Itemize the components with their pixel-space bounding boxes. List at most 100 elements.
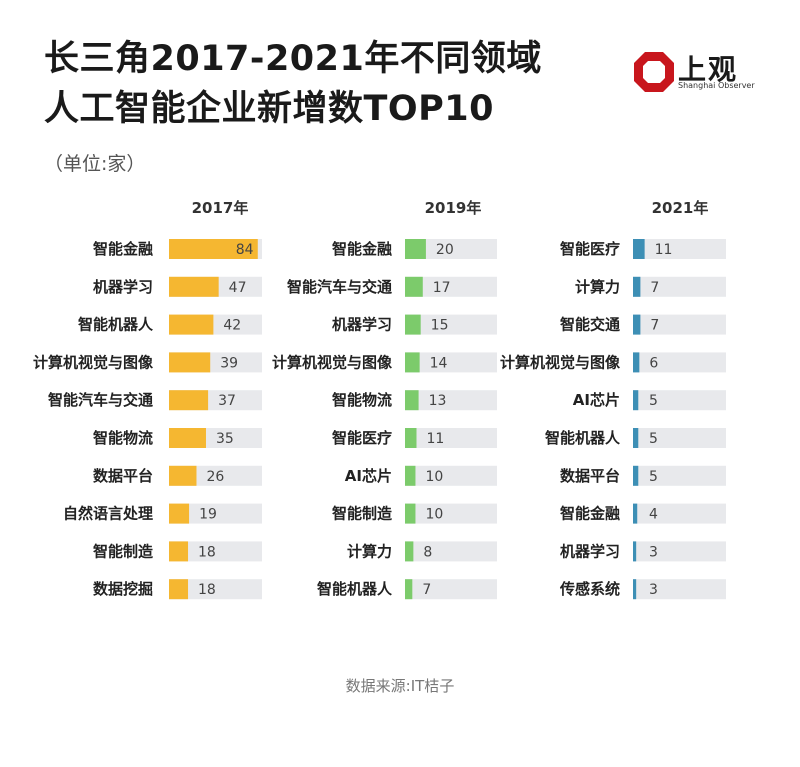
logo-name: 上观 [678,53,739,86]
bar [169,239,258,259]
bar [405,314,421,335]
bar [169,465,197,486]
category-label: 智能机器人 [78,316,154,334]
category-label: 智能金融 [560,505,620,523]
category-label: 计算机视觉与图像 [500,353,621,371]
bar [405,390,419,411]
value-label: 7 [650,318,659,334]
bar [169,390,209,411]
category-label: 智能金融 [332,240,392,258]
title-line-1: 长三角2017-2021年不同领域 [44,39,542,79]
bar-track [633,503,726,524]
value-label: 8 [423,544,432,560]
value-label: 6 [649,355,658,371]
category-label: 数据平台 [560,467,620,485]
category-label: 智能机器人 [317,580,393,598]
value-label: 18 [198,582,216,598]
bar [633,428,639,448]
bar [405,352,420,373]
bar [169,541,189,562]
bar-track [169,503,262,524]
value-label: 35 [216,431,234,447]
value-label: 26 [206,469,224,485]
value-label: 10 [425,507,443,523]
panel-title-2019: 2019年 [425,199,482,217]
category-label: AI芯片 [345,467,392,485]
bar [633,352,640,373]
bar-track [405,390,497,411]
bar-track [405,428,497,448]
bar-track [633,579,726,600]
category-label: 智能制造 [93,542,153,560]
category-label: 计算机视觉与图像 [272,353,393,371]
bar [633,503,638,524]
bar-track [633,276,726,297]
bar [169,352,211,373]
value-label: 7 [422,582,431,598]
bar [633,541,637,562]
bar-track [405,579,497,600]
value-label: 5 [649,393,658,409]
unit-label: （单位:家） [44,153,146,175]
category-label: 智能制造 [332,505,392,523]
panel-title-2021: 2021年 [652,199,709,217]
logo-subtitle: Shanghai Observer [678,81,755,90]
value-label: 18 [198,544,216,560]
bar-track [633,428,726,448]
category-label: 机器学习 [93,278,153,296]
bar [405,579,413,600]
source-note: 数据来源:IT桔子 [345,677,455,695]
category-label: 智能汽车与交通 [48,391,153,409]
category-label: 计算力 [347,542,392,560]
bar-track [405,276,497,297]
bar [169,314,214,335]
bar [633,465,639,486]
bar-track [633,352,726,373]
value-label: 10 [425,469,443,485]
chart-title: 长三角2017-2021年不同领域 人工智能企业新增数TOP10 [44,34,542,134]
category-label: 智能金融 [93,240,153,258]
bar [405,276,423,297]
bar-track [633,390,726,411]
category-label: 智能机器人 [545,429,621,447]
value-label: 47 [229,280,247,296]
category-label: 智能物流 [93,429,153,447]
bar [169,579,189,600]
bar [405,239,426,259]
value-label: 19 [199,507,217,523]
bar-track [405,465,497,486]
category-label: 智能汽车与交通 [287,278,392,296]
value-label: 42 [223,318,241,334]
bar-track [405,541,497,562]
category-label: 机器学习 [332,316,392,334]
category-label: 智能物流 [332,391,392,409]
bar-track [169,579,262,600]
value-label: 17 [433,280,451,296]
bar [633,579,637,600]
bar [405,503,416,524]
bar [633,239,645,259]
value-label: 3 [649,582,658,598]
title-line-2: 人工智能企业新增数TOP10 [44,89,494,129]
category-label: 机器学习 [560,542,620,560]
category-label: 计算机视觉与图像 [33,353,154,371]
bar [169,276,219,297]
bar-track [633,314,726,335]
category-label: 智能医疗 [332,429,392,447]
bar-track [405,314,497,335]
category-label: 数据挖掘 [93,580,153,598]
value-label: 84 [236,242,254,258]
bar [405,465,416,486]
value-label: 15 [431,318,449,334]
bar-track [169,541,262,562]
value-label: 5 [649,469,658,485]
value-label: 11 [655,242,673,258]
bar [405,541,414,562]
logo: 上观 Shanghai Observer [632,48,762,98]
category-label: 数据平台 [93,467,153,485]
bar [633,390,639,411]
bar [405,428,417,448]
bar-track [633,541,726,562]
bar-track [405,503,497,524]
